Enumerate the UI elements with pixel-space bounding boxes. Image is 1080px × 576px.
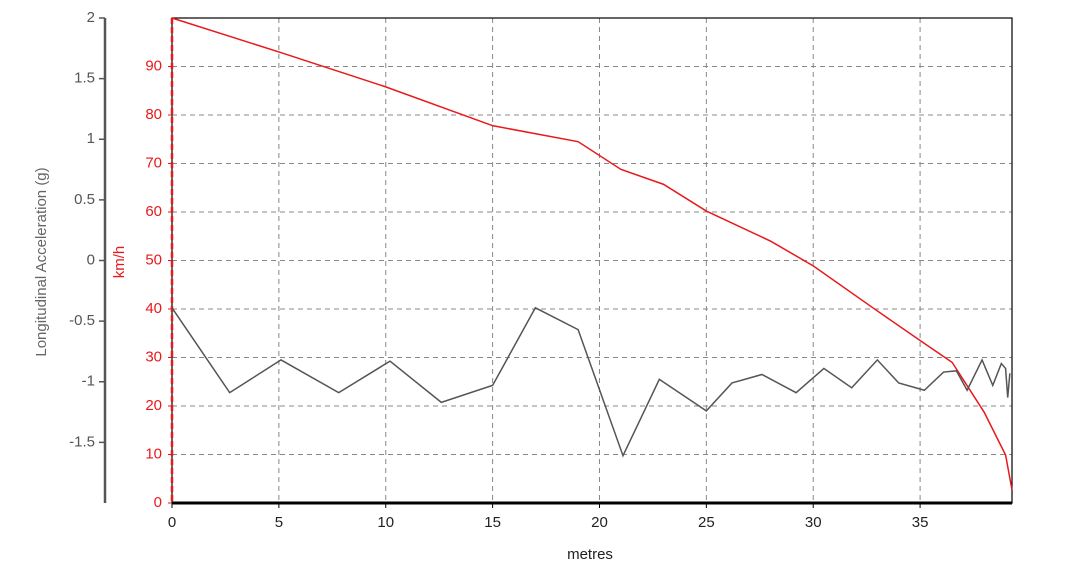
y-axis-label: Longitudinal Acceleration (g)	[33, 167, 50, 356]
x-axis-label: metres	[567, 546, 613, 563]
y-tick-label: 2	[87, 9, 95, 26]
y-tick-label: 1	[87, 130, 95, 147]
y2-tick-label: 80	[145, 106, 162, 123]
series-line	[171, 306, 1011, 458]
y2-tick-label: 40	[145, 300, 162, 317]
series-line	[171, 17, 1013, 491]
x-tick-label: 5	[275, 514, 283, 531]
y2-tick-label: 20	[145, 397, 162, 414]
y2-tick-label: 0	[154, 494, 162, 511]
x-tick-label: 25	[698, 514, 715, 531]
y-tick-label: -0.5	[69, 312, 95, 329]
y2-tick-label: 90	[145, 57, 162, 74]
y2-tick-label: 10	[145, 445, 162, 462]
y-tick-label: 0.5	[74, 191, 95, 208]
y2-tick-label: 60	[145, 203, 162, 220]
y2-tick-label: 70	[145, 154, 162, 171]
x-tick-label: 30	[805, 514, 822, 531]
y2-tick-label: 50	[145, 251, 162, 268]
x-tick-label: 0	[168, 514, 176, 531]
y2-axis-label: km/h	[111, 246, 128, 279]
y-tick-label: -1	[82, 373, 95, 390]
x-tick-label: 20	[591, 514, 608, 531]
y-tick-label: 0	[87, 251, 95, 268]
y-tick-label: 1.5	[74, 70, 95, 87]
y2-tick-label: 30	[145, 348, 162, 365]
x-tick-label: 15	[484, 514, 501, 531]
x-tick-label: 10	[377, 514, 394, 531]
x-tick-label: 35	[912, 514, 929, 531]
y-tick-label: -1.5	[69, 433, 95, 450]
